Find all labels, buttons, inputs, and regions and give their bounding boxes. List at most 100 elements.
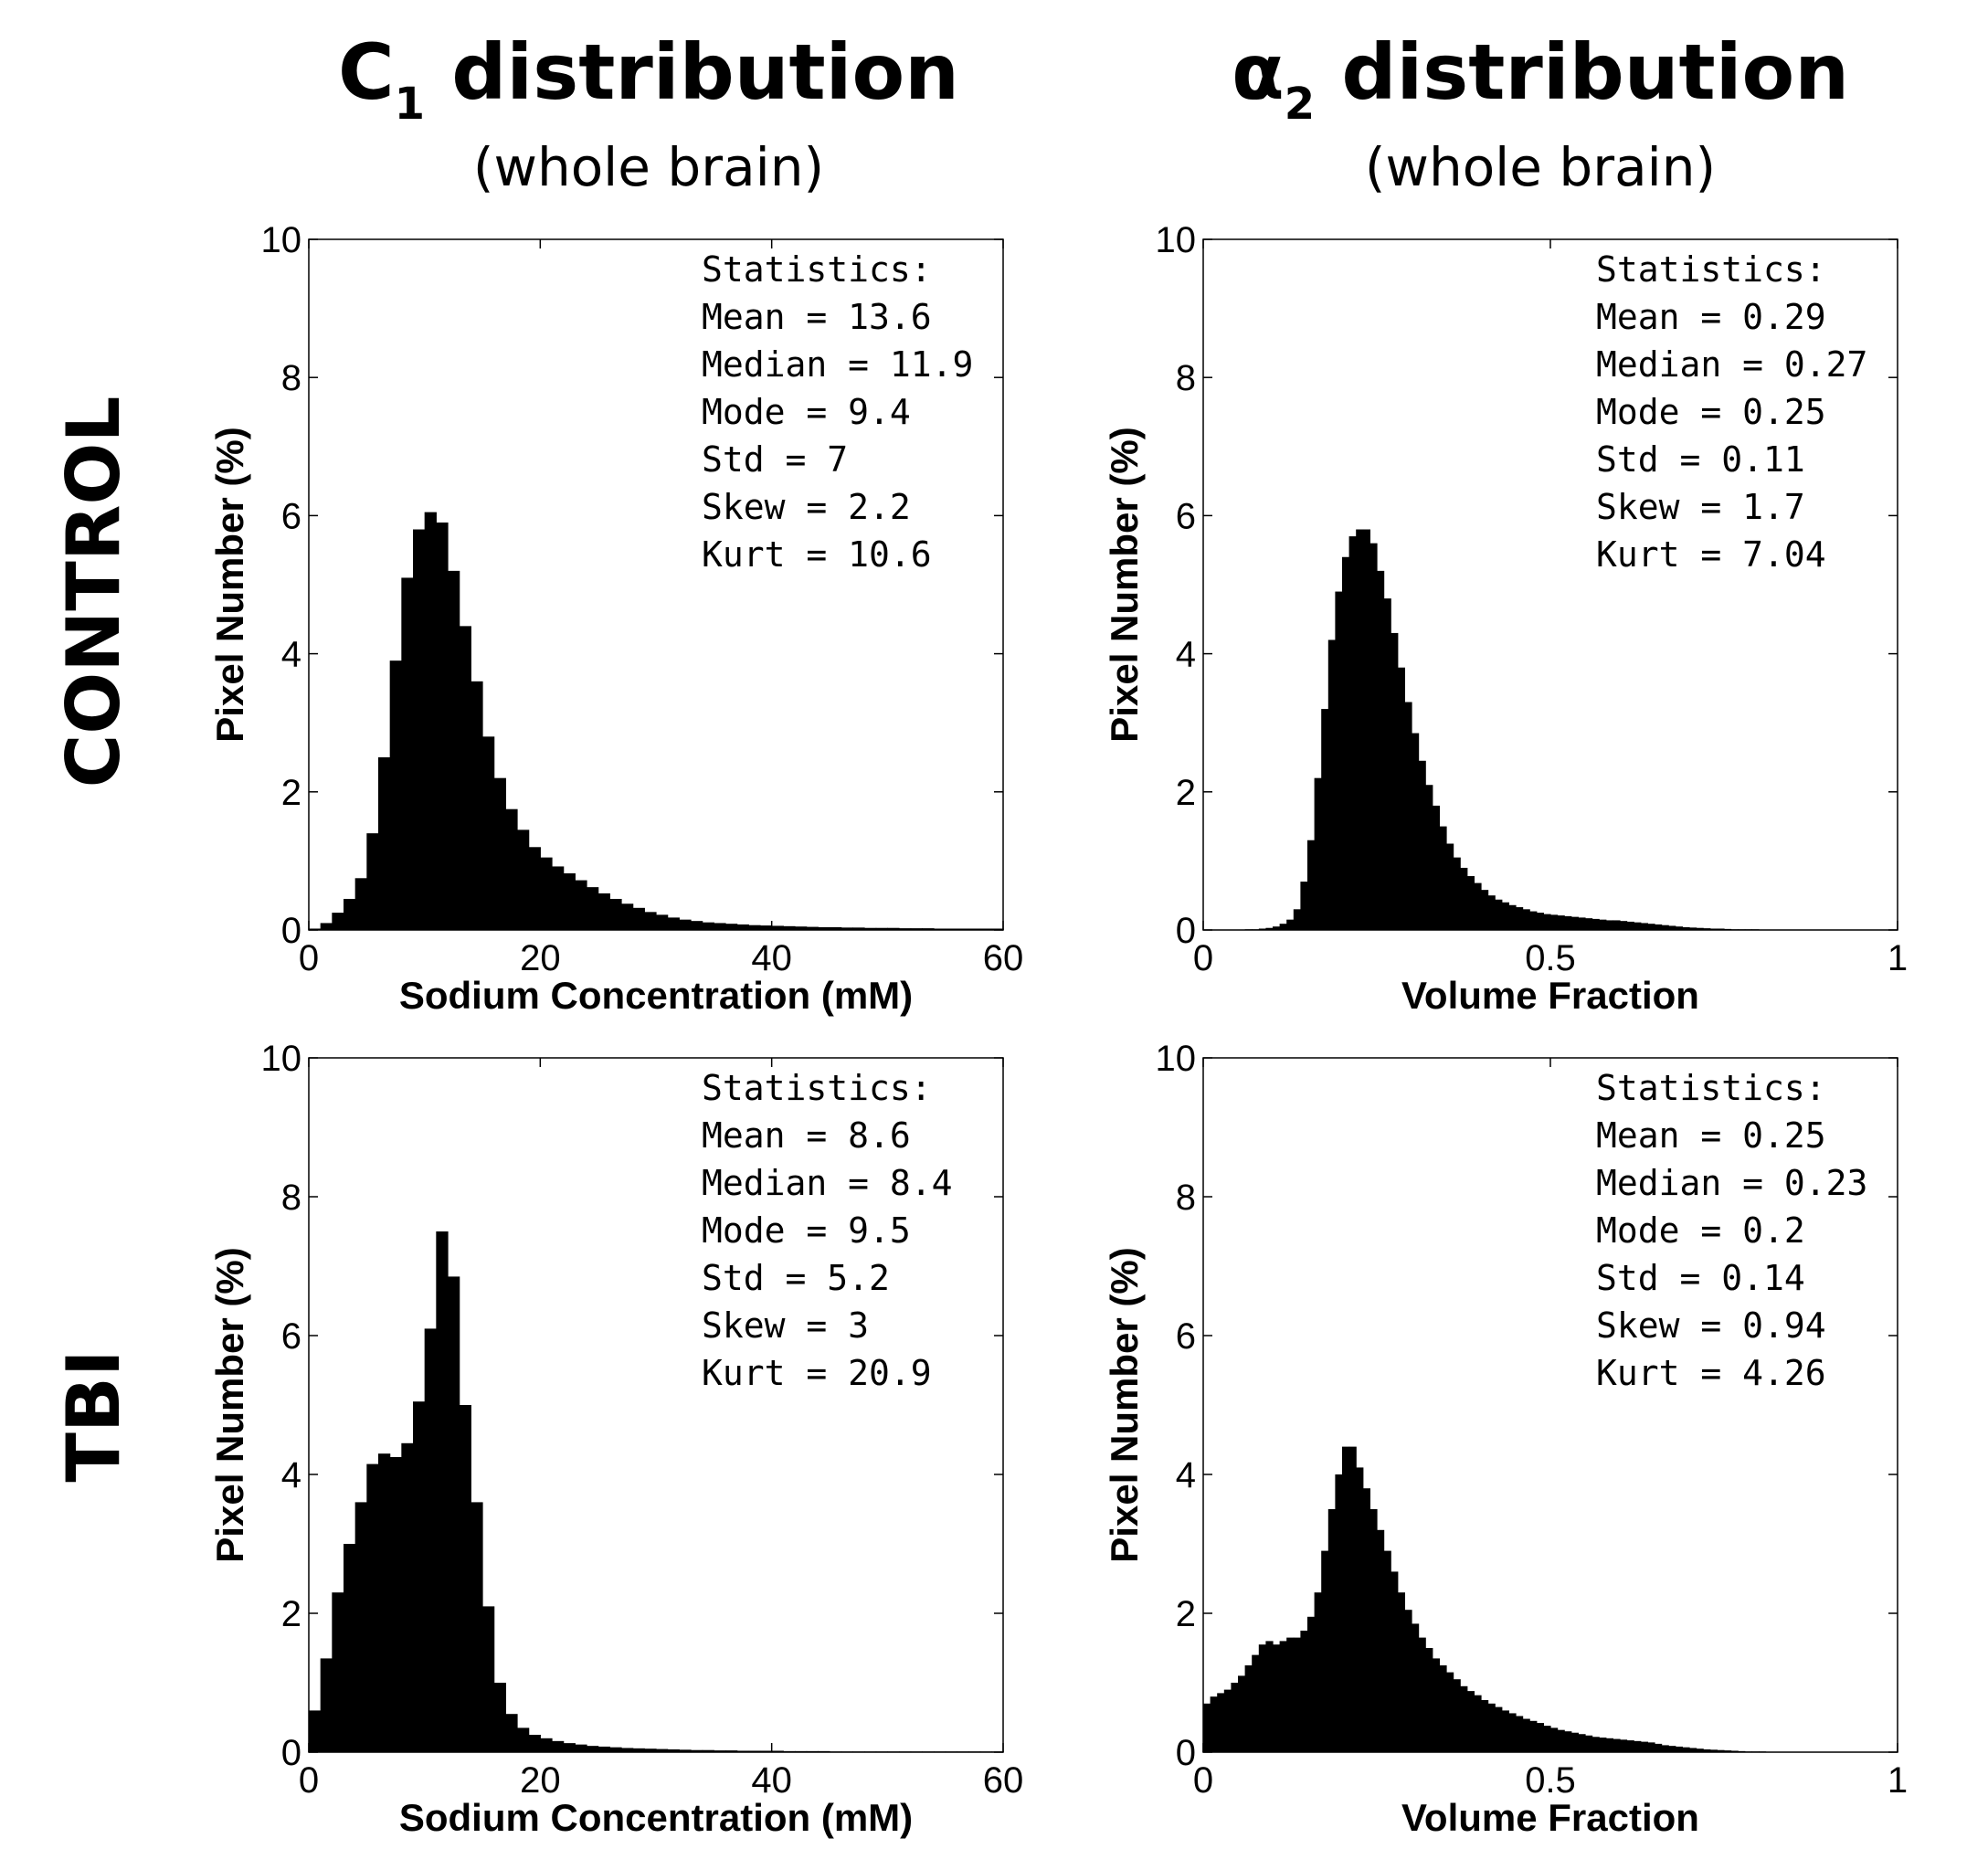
statistics-line: Std = 0.14 (1596, 1258, 1805, 1298)
x-axis-label: Volume Fraction (1401, 1796, 1699, 1839)
x-tick-label: 40 (751, 1760, 792, 1801)
histogram-bar (1425, 1648, 1433, 1752)
x-axis-label: Sodium Concentration (mM) (399, 974, 913, 1017)
x-tick-label: 0 (1193, 938, 1213, 978)
histogram-bar (1522, 909, 1530, 930)
statistics-box: Statistics: Mean = 0.29 Median = 0.27 Mode … (1596, 249, 1867, 575)
histogram-bar (1696, 927, 1704, 930)
histogram-bar (830, 926, 842, 930)
axes-frame (1202, 238, 1898, 931)
y-tick-label: 6 (1176, 1316, 1196, 1357)
histogram-bar (1335, 1474, 1343, 1752)
histogram-bar (1655, 924, 1663, 930)
statistics-line: Skew = 3 (702, 1305, 869, 1346)
histogram-bar (1620, 1739, 1628, 1752)
histogram-bar (1362, 529, 1370, 930)
histogram-bar (1730, 1750, 1739, 1752)
histogram-bar (1418, 1637, 1426, 1752)
histogram-bar (725, 1750, 738, 1752)
histogram-bar (702, 922, 714, 930)
histogram-bar (667, 917, 680, 930)
statistics-line: Skew = 1.7 (1596, 487, 1805, 527)
histogram-bar (1655, 1743, 1663, 1752)
histogram-bar (783, 925, 796, 930)
histogram-bar (1314, 1592, 1322, 1752)
histogram-bar (354, 1502, 367, 1752)
histogram-bar (378, 757, 391, 930)
histogram-bar (1605, 920, 1613, 930)
histogram-bar (332, 913, 344, 930)
histogram-bar (1412, 1623, 1420, 1752)
histogram-bar (528, 847, 541, 930)
panel-tbi-a2: 0 2 4 6 8 10 0 0.5 1 Volume Fraction Pixel Number … (1103, 1039, 1908, 1839)
histogram-bar (1286, 919, 1295, 930)
histogram-bar (1223, 1689, 1232, 1752)
histogram-bar (401, 1442, 414, 1752)
y-tick-label: 2 (1176, 1594, 1196, 1634)
histogram-bar (621, 1748, 634, 1752)
histogram-bar (436, 1231, 449, 1752)
histogram-bar (1599, 1738, 1607, 1752)
y-tick-label: 2 (281, 1594, 301, 1634)
histogram-bar (505, 1714, 518, 1752)
histogram-bar (1432, 1658, 1440, 1752)
x-axis-label: Sodium Concentration (mM) (399, 1796, 913, 1839)
histogram-bar (471, 681, 483, 930)
histogram-bar (1383, 598, 1391, 930)
histogram-bar (1265, 927, 1274, 930)
histogram-bar (1522, 1718, 1530, 1752)
histogram-bar (401, 577, 414, 930)
histogram-bar (991, 928, 1004, 930)
row-label-control: CONTROL (51, 396, 136, 788)
histogram-bar (344, 898, 356, 930)
histogram-bar (540, 857, 553, 930)
histogram-bar (1640, 923, 1648, 930)
histogram-bar (389, 1457, 402, 1752)
histogram-bar (899, 928, 912, 930)
histogram-bar (1585, 1735, 1593, 1752)
statistics-heading: Statistics: (702, 249, 932, 290)
histogram-bar (587, 887, 599, 930)
histogram-bar (748, 924, 761, 930)
histogram-bar (1640, 1741, 1648, 1752)
histogram-bar (366, 833, 379, 930)
histogram-bar (1647, 924, 1655, 930)
y-tick-label: 10 (261, 1039, 302, 1079)
histogram-bar (1342, 556, 1350, 930)
y-tick-label: 2 (281, 773, 301, 813)
histogram-bar (1536, 913, 1544, 930)
histogram-bar (1481, 890, 1489, 930)
histogram-bar (1703, 928, 1711, 930)
histogram-bar (1258, 1644, 1266, 1752)
histogram-bar (1203, 1703, 1211, 1752)
histogram-bar (344, 1544, 356, 1752)
statistics-heading: Statistics: (1596, 249, 1826, 290)
histogram-bar (354, 878, 367, 930)
x-tick-label: 1 (1888, 1760, 1908, 1801)
histogram-bar (609, 898, 622, 930)
histogram-bar (459, 1405, 471, 1752)
x-tick-label: 0 (299, 938, 319, 978)
histogram-bar (517, 1727, 530, 1752)
histogram-bar (1613, 920, 1621, 930)
statistics-line: Mode = 0.25 (1596, 392, 1826, 432)
histogram-bar (517, 829, 530, 930)
histogram-bar (795, 926, 808, 930)
row-label-tbi: TBI (51, 1349, 136, 1482)
histogram-bar (436, 522, 449, 930)
statistics-heading: Statistics: (702, 1068, 932, 1108)
x-tick-label: 60 (983, 938, 1024, 978)
y-tick-label: 0 (1176, 911, 1196, 951)
histogram-bar (552, 1740, 565, 1752)
histogram-bar (644, 1749, 657, 1752)
histogram-bar (552, 866, 565, 930)
histogram-bar (528, 1735, 541, 1752)
histogram-bar (1668, 925, 1676, 930)
column-title-a2: α2 distribution (1232, 27, 1849, 130)
histogram-bar (934, 928, 946, 930)
statistics-line: Mean = 13.6 (702, 297, 932, 337)
histogram-bar (1605, 1738, 1613, 1752)
statistics-line: Kurt = 20.9 (702, 1353, 932, 1393)
x-tick-label: 0.5 (1525, 938, 1576, 978)
histogram-bar (1585, 918, 1593, 930)
